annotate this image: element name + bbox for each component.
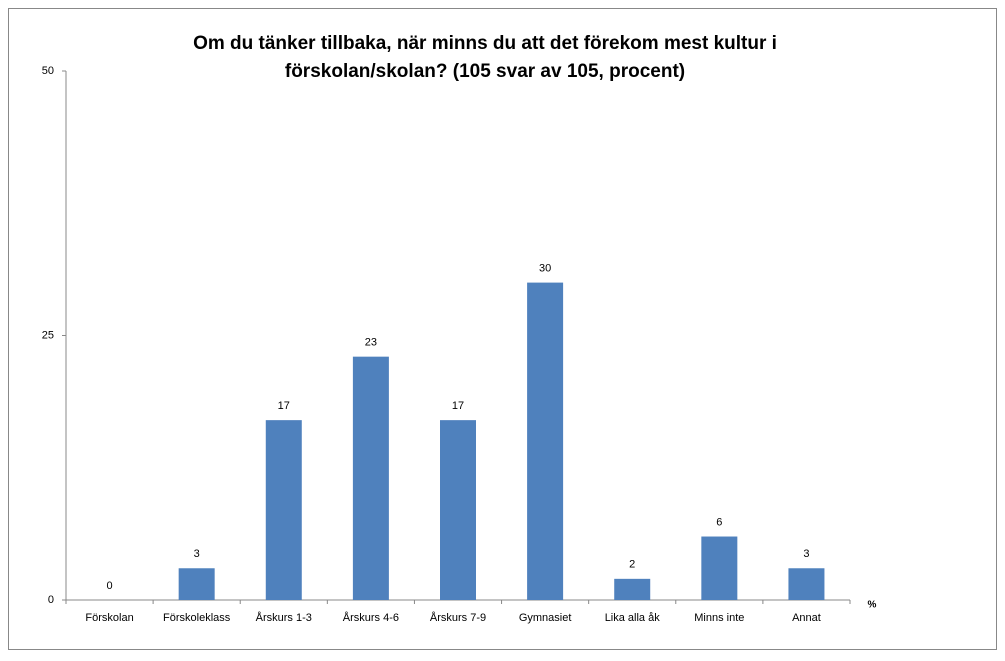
x-axis-label: % — [868, 600, 877, 611]
data-label: 3 — [803, 548, 809, 560]
x-tick-label: Förskolan — [85, 612, 133, 624]
bar — [614, 578, 651, 600]
bar — [527, 282, 564, 600]
x-tick-label: Årskurs 4-6 — [343, 611, 399, 624]
y-tick-label: 50 — [42, 65, 54, 77]
bar — [178, 568, 215, 600]
bar — [440, 420, 476, 600]
chart-title: Om du tänker tillbaka, när minns du att … — [193, 33, 777, 82]
data-label: 6 — [716, 516, 722, 528]
x-tick-label: Årskurs 7-9 — [430, 611, 486, 624]
data-label: 17 — [452, 400, 464, 412]
data-label: 30 — [539, 263, 551, 275]
bar — [788, 568, 825, 600]
x-tick-label: Förskoleklass — [163, 612, 231, 624]
x-tick-label: Lika alla åk — [605, 612, 661, 624]
x-tick-label: Annat — [792, 612, 821, 624]
bar — [701, 536, 738, 600]
bar — [352, 356, 389, 600]
x-tick-label: Minns inte — [694, 612, 744, 624]
data-label: 0 — [106, 580, 112, 592]
data-label: 17 — [278, 400, 290, 412]
x-tick-label: Gymnasiet — [519, 612, 572, 624]
data-label: 23 — [365, 337, 377, 349]
y-tick-label: 25 — [42, 329, 54, 341]
y-tick-label: 0 — [48, 594, 54, 606]
chart-border — [8, 8, 997, 650]
bar — [265, 420, 302, 600]
x-tick-label: Årskurs 1-3 — [256, 611, 312, 624]
data-label: 2 — [629, 559, 635, 571]
data-label: 3 — [194, 548, 200, 560]
